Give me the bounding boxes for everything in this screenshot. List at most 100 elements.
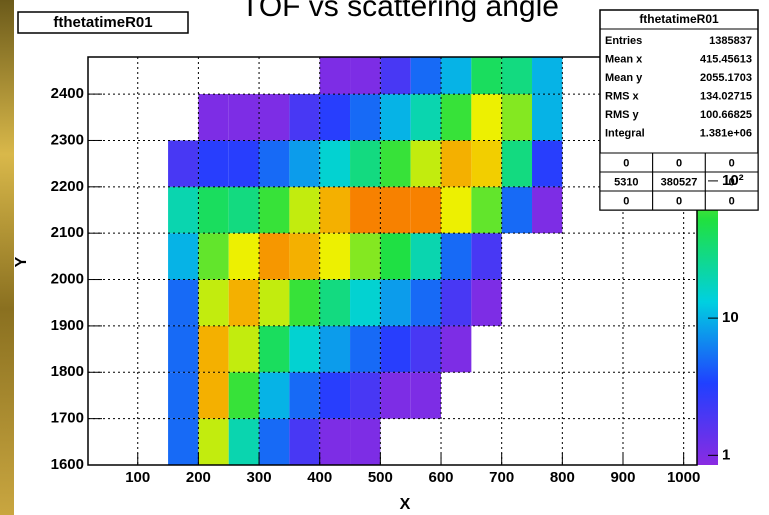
x-tick-label: 100 <box>125 469 150 486</box>
y-tick-label: 1800 <box>51 363 84 380</box>
heat-cell <box>259 94 290 141</box>
heat-cell <box>410 233 442 280</box>
stats-cell-value: 0 <box>676 157 682 169</box>
stats-cell-value: 0 <box>729 195 735 207</box>
heat-cell <box>471 140 502 187</box>
heat-cell <box>198 279 229 326</box>
stats-cell-value: 0 <box>729 157 735 169</box>
stats-value: 1.381e+06 <box>700 127 752 139</box>
heat-cell <box>289 418 320 465</box>
name-box-label: fthetatimeR01 <box>53 14 152 31</box>
x-tick-label: 600 <box>429 469 454 486</box>
heat-cell <box>441 186 472 234</box>
stats-label: Entries <box>605 35 642 47</box>
heat-cell <box>259 279 290 326</box>
heat-cell <box>532 94 563 141</box>
heat-cell <box>289 372 320 419</box>
heat-cell <box>228 325 260 373</box>
stats-value: 2055.1703 <box>700 72 752 84</box>
y-tick-label: 1700 <box>51 410 84 427</box>
heat-cell <box>471 94 502 141</box>
heat-cell <box>289 186 320 234</box>
heat-cell <box>350 94 381 141</box>
stats-label: Mean y <box>605 72 643 84</box>
heat-cell <box>228 279 260 326</box>
heat-cell <box>532 186 563 234</box>
heat-cell <box>198 233 229 280</box>
heat-cell <box>319 140 351 187</box>
y-tick-label: 1600 <box>51 456 84 473</box>
heat-cell <box>532 57 563 95</box>
y-tick-label: 2300 <box>51 131 84 148</box>
heat-cell <box>198 325 229 373</box>
y-tick-label: 2100 <box>51 224 84 241</box>
heat-cell <box>380 140 411 187</box>
heat-cell <box>410 140 442 187</box>
heat-cell <box>501 94 533 141</box>
heat-cell <box>471 186 502 234</box>
heat-cell <box>350 186 381 234</box>
heat-cell <box>441 325 472 373</box>
stats-title: fthetatimeR01 <box>639 12 719 26</box>
stats-value: 100.66825 <box>700 109 752 121</box>
heat-cell <box>350 57 381 95</box>
heat-cell <box>168 186 199 234</box>
heat-cell <box>289 94 320 141</box>
heat-cell <box>501 57 533 95</box>
stats-cell-value: 0 <box>623 157 629 169</box>
stats-value: 134.02715 <box>700 90 752 102</box>
stats-cell-value: 0 <box>676 195 682 207</box>
heat-cell <box>380 372 411 419</box>
heat-cell <box>259 418 290 465</box>
heat-cell <box>259 233 290 280</box>
stats-cell-value: 0 <box>729 176 735 188</box>
heat-cell <box>228 140 260 187</box>
x-tick-label: 1000 <box>667 469 700 486</box>
heat-cell <box>319 372 351 419</box>
stats-value: 1385837 <box>709 35 752 47</box>
x-tick-label: 400 <box>307 469 332 486</box>
x-tick-label: 700 <box>489 469 514 486</box>
y-tick-label: 2400 <box>51 85 84 102</box>
heat-cell <box>350 279 381 326</box>
heat-cell <box>380 94 411 141</box>
y-tick-label: 2200 <box>51 178 84 195</box>
heat-cell <box>289 279 320 326</box>
heat-cell <box>168 418 199 465</box>
heat-cell <box>319 325 351 373</box>
heat-cell <box>471 57 502 95</box>
heat-cell <box>289 325 320 373</box>
heat-cell <box>228 372 260 419</box>
heat-cell <box>501 140 533 187</box>
y-axis-label: Y <box>13 256 30 267</box>
heat-cell <box>501 186 533 234</box>
heat-cell <box>350 418 381 465</box>
stats-cell-value: 380527 <box>661 176 698 188</box>
z-tick-label: 10² <box>722 172 744 189</box>
heat-cell <box>168 325 199 373</box>
heat-cell <box>380 325 411 373</box>
heat-cell <box>441 140 472 187</box>
heat-cell <box>350 372 381 419</box>
heat-cell <box>471 279 502 326</box>
x-tick-label: 200 <box>186 469 211 486</box>
heat-cell <box>380 186 411 234</box>
heat-cell <box>410 372 442 419</box>
heat-cell <box>228 418 260 465</box>
stats-cell-value: 5310 <box>614 176 638 188</box>
stats-cell <box>704 190 759 211</box>
heat-cell <box>168 279 199 326</box>
heat-cell <box>350 140 381 187</box>
heat-cell <box>319 94 351 141</box>
heat-cell <box>228 94 260 141</box>
heat-cell <box>198 140 229 187</box>
heat-cell <box>441 57 472 95</box>
z-tick-label: 1 <box>722 446 730 463</box>
heat-cell <box>319 233 351 280</box>
heat-cell <box>410 186 442 234</box>
stats-label: Mean x <box>605 53 643 65</box>
heat-cell <box>198 372 229 419</box>
chart-title: TOF vs scattering angle <box>241 0 559 23</box>
heat-cell <box>289 140 320 187</box>
